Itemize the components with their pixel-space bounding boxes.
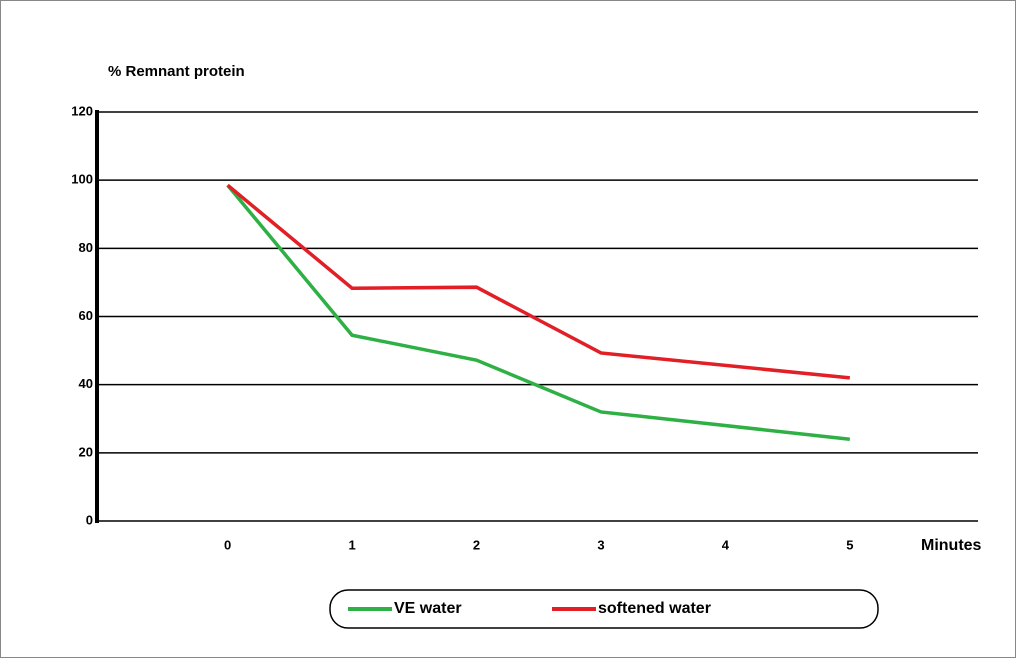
y-tick-label: 60 bbox=[79, 308, 93, 323]
y-tick-label: 20 bbox=[79, 444, 93, 459]
x-tick-label: 4 bbox=[722, 537, 730, 552]
legend-box bbox=[329, 589, 879, 629]
series-line bbox=[226, 184, 851, 441]
x-tick-label: 2 bbox=[473, 537, 480, 552]
x-tick-label: 0 bbox=[224, 537, 231, 552]
y-tick-label: 80 bbox=[79, 240, 93, 255]
y-tick-label: 0 bbox=[86, 512, 93, 527]
y-tick-label: 40 bbox=[79, 376, 93, 391]
x-tick-label: 1 bbox=[348, 537, 355, 552]
y-tick-label: 120 bbox=[71, 103, 93, 118]
series-line bbox=[226, 183, 851, 380]
x-tick-label: 3 bbox=[597, 537, 604, 552]
y-tick-label: 100 bbox=[71, 172, 93, 187]
legend-label: VE water bbox=[394, 600, 462, 617]
x-tick-label: 5 bbox=[846, 537, 853, 552]
legend-label: softened water bbox=[598, 600, 711, 617]
x-axis-label: Minutes bbox=[921, 537, 982, 554]
y-axis-label: % Remnant protein bbox=[108, 63, 245, 80]
